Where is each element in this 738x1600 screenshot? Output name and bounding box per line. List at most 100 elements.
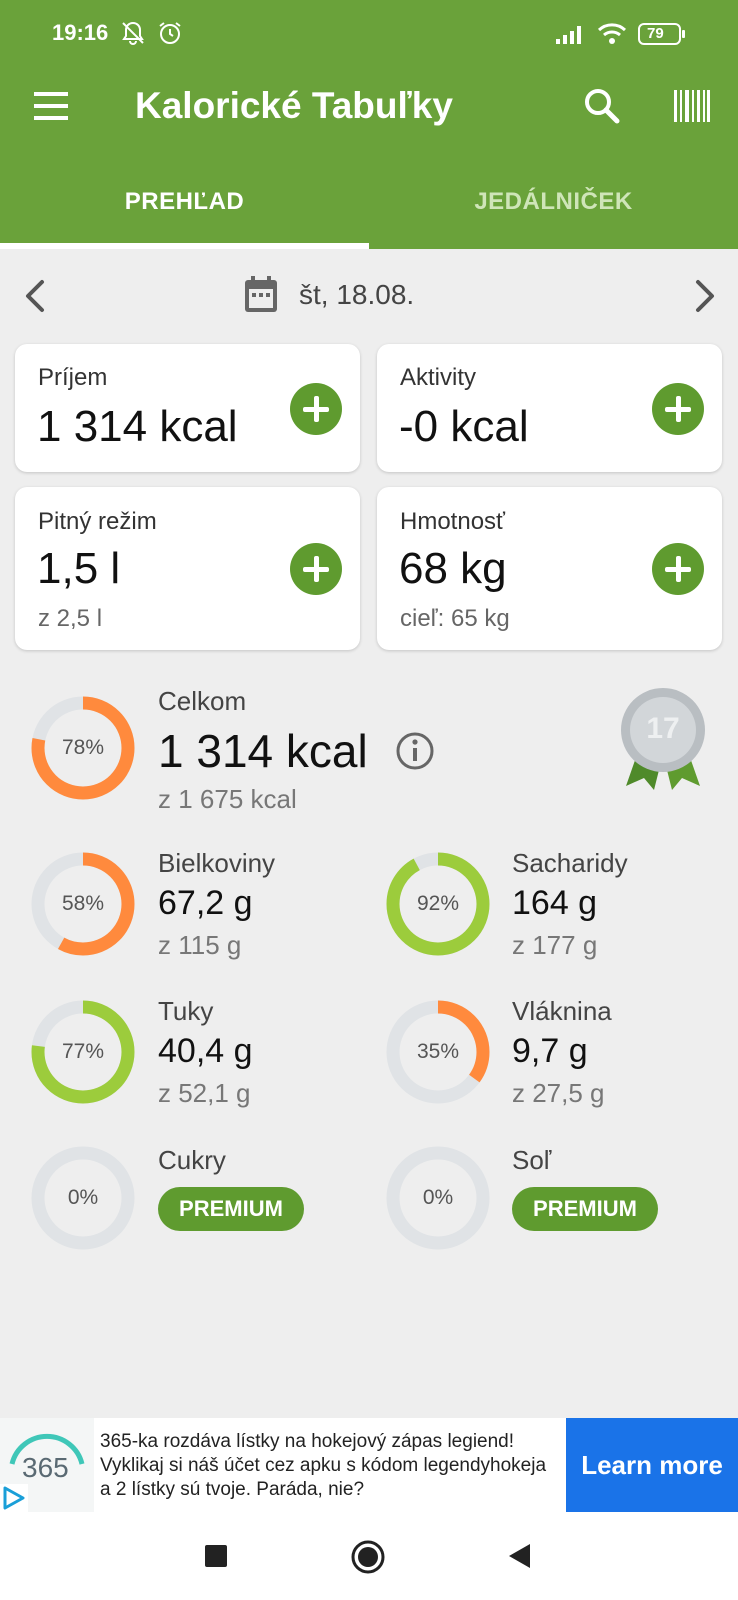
status-time: 19:16 (52, 20, 109, 45)
fiber-value: 9,7 g (512, 1032, 588, 1070)
tab-overview[interactable]: PREHĽAD (124, 188, 245, 215)
fat-label: Tuky (158, 996, 214, 1026)
ad-choices-icon[interactable] (0, 1484, 28, 1512)
ring-progress-arc (386, 1000, 490, 1104)
fat-percent: 77% (61, 1040, 105, 1063)
hamburger-icon (34, 92, 68, 120)
fiber-percent: 35% (416, 1040, 460, 1063)
weight-card[interactable]: Hmotnosť 68 kg cieľ: 65 kg (377, 487, 722, 650)
progress-ring-svg (386, 1000, 490, 1104)
date-label[interactable]: št, 18.08. (299, 279, 415, 310)
ad-logo-text: 365 (22, 1452, 69, 1483)
sugar-premium-button[interactable]: PREMIUM (158, 1187, 304, 1231)
info-icon[interactable] (395, 731, 435, 771)
intake-value: 1 314 kcal (37, 402, 238, 451)
activity-value: -0 kcal (399, 402, 529, 451)
activity-label: Aktivity (400, 364, 477, 391)
tab-indicator (0, 243, 369, 249)
total-percent: 78% (61, 736, 105, 759)
signal-icon (556, 24, 584, 49)
total-label: Celkom (158, 686, 247, 716)
battery-level: 79 (647, 25, 664, 42)
progress-ring-svg (386, 852, 490, 956)
back-button[interactable] (506, 1541, 532, 1571)
battery-icon (638, 22, 686, 51)
ring-track (31, 1146, 135, 1250)
progress-ring-svg (386, 1146, 490, 1250)
salt-premium-button[interactable]: PREMIUM (512, 1187, 658, 1231)
app-title: Kalorické Tabuľky (135, 85, 453, 126)
sugar-percent: 0% (67, 1186, 99, 1209)
salt-percent: 0% (422, 1186, 454, 1209)
ring-progress-arc (31, 852, 135, 956)
chevron-left-icon (26, 280, 44, 312)
drinking-card[interactable]: Pitný režim 1,5 l z 2,5 l (15, 487, 360, 650)
back-triangle-icon (509, 1544, 530, 1568)
sugar-ring: 0% (29, 1144, 137, 1252)
sugar-label: Cukry (158, 1145, 226, 1175)
next-day-button[interactable] (688, 276, 722, 316)
home-circle-icon (351, 1540, 385, 1574)
barcode-scan-button[interactable] (672, 84, 712, 128)
total-ring: 78% (29, 694, 137, 802)
drinking-value: 1,5 l (37, 544, 121, 593)
ring-progress-arc (31, 1000, 135, 1104)
previous-day-button[interactable] (18, 276, 52, 316)
total-value: 1 314 kcal (158, 725, 368, 777)
tab-meal-plan[interactable]: JEDÁLNIČEK (474, 188, 633, 215)
protein-value: 67,2 g (158, 884, 253, 922)
protein-goal: z 115 g (158, 930, 242, 960)
fiber-goal: z 27,5 g (512, 1078, 605, 1108)
ring-progress-arc (31, 696, 135, 800)
fat-value: 40,4 g (158, 1032, 253, 1070)
weight-label: Hmotnosť (400, 508, 506, 535)
badge-count: 17 (646, 712, 680, 745)
ring-track (386, 1146, 490, 1250)
protein-ring: 58% (29, 850, 137, 958)
carbs-label: Sacharidy (512, 848, 628, 878)
app-bar: 19:16 79 Kalorické Tabuľky PREHĽAD JEDÁL… (0, 0, 738, 249)
add-drink-button[interactable] (290, 543, 342, 595)
ring-progress-arc (386, 852, 490, 956)
intake-card[interactable]: Príjem 1 314 kcal (15, 344, 360, 472)
calendar-icon[interactable] (243, 274, 279, 314)
progress-ring-svg (31, 696, 135, 800)
progress-ring-svg (31, 1146, 135, 1250)
fiber-label: Vláknina (512, 996, 612, 1026)
add-weight-button[interactable] (652, 543, 704, 595)
protein-label: Bielkoviny (158, 848, 276, 878)
chevron-right-icon (696, 280, 714, 312)
barcode-icon (674, 90, 710, 122)
fiber-ring: 35% (384, 998, 492, 1106)
medal-icon (621, 688, 705, 790)
salt-label: Soľ (512, 1145, 552, 1175)
activity-card[interactable]: Aktivity -0 kcal (377, 344, 722, 472)
salt-ring: 0% (384, 1144, 492, 1252)
carbs-ring: 92% (384, 850, 492, 958)
ad-text: 365-ka rozdáva lístky na hokejový zápas … (100, 1431, 547, 1500)
alarm-icon (157, 20, 183, 51)
carbs-goal: z 177 g (512, 930, 598, 960)
weight-goal: cieľ: 65 kg (400, 605, 510, 632)
carbs-percent: 92% (416, 892, 460, 915)
learn-more-button[interactable]: Learn more (566, 1418, 738, 1512)
drinking-goal: z 2,5 l (38, 605, 103, 632)
achievement-badge[interactable]: 17 (618, 686, 708, 796)
fat-ring: 77% (29, 998, 137, 1106)
home-button[interactable] (350, 1539, 386, 1575)
bell-off-icon (120, 20, 146, 51)
search-button[interactable] (580, 84, 624, 128)
add-activity-button[interactable] (652, 383, 704, 435)
menu-button[interactable] (30, 88, 74, 124)
progress-ring-svg (31, 1000, 135, 1104)
weight-value: 68 kg (399, 544, 507, 593)
search-icon (585, 89, 620, 124)
ad-banner[interactable]: 365 365-ka rozdáva lístky na hokejový zá… (0, 1418, 738, 1512)
recents-button[interactable] (205, 1545, 227, 1567)
add-intake-button[interactable] (290, 383, 342, 435)
drinking-label: Pitný režim (38, 508, 157, 535)
intake-label: Príjem (38, 364, 108, 391)
progress-ring-svg (31, 852, 135, 956)
protein-percent: 58% (61, 892, 105, 915)
status-bar: 19:16 79 (0, 0, 738, 68)
